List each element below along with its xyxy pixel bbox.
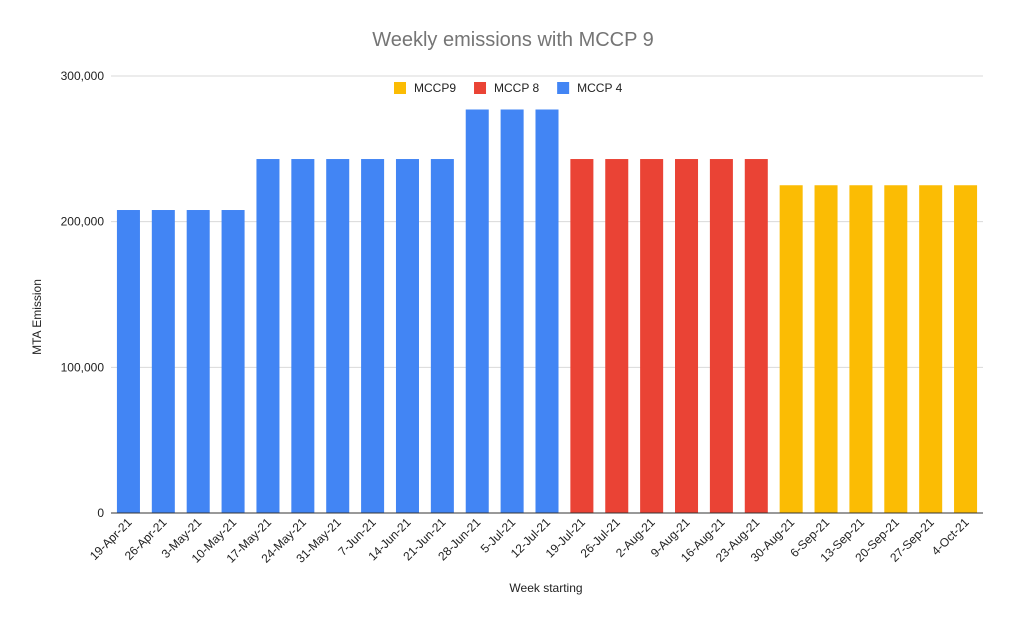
bar <box>814 185 838 513</box>
bar <box>395 159 419 513</box>
bar <box>500 109 524 514</box>
bar <box>744 159 768 513</box>
bar <box>884 185 908 513</box>
bar <box>640 159 664 513</box>
bar <box>570 159 594 513</box>
y-tick-label: 100,000 <box>61 360 105 374</box>
bar <box>709 159 733 513</box>
bar <box>919 185 943 513</box>
y-tick-label: 200,000 <box>61 215 105 229</box>
bar <box>221 210 245 513</box>
bar <box>605 159 629 513</box>
y-tick-label: 300,000 <box>61 69 105 83</box>
x-tick-label: 4-Oct-21 <box>929 515 972 558</box>
legend-label: MCCP 8 <box>494 81 539 95</box>
x-axis-ticks: 19-Apr-2126-Apr-213-May-2110-May-2117-Ma… <box>87 515 972 566</box>
bar <box>291 159 315 513</box>
bar <box>186 210 210 513</box>
legend-swatch <box>394 82 406 94</box>
y-axis-label: MTA Emission <box>30 279 44 355</box>
bar <box>779 185 803 513</box>
bar <box>430 159 454 513</box>
chart-title: Weekly emissions with MCCP 9 <box>372 29 654 51</box>
bar <box>954 185 978 513</box>
bar <box>675 159 699 513</box>
bar <box>116 210 140 513</box>
bar <box>256 159 280 513</box>
y-tick-label: 0 <box>97 506 104 520</box>
legend-swatch <box>474 82 487 94</box>
bars <box>116 109 978 514</box>
y-axis-ticks: 0 100,000 200,000 300,000 <box>61 69 105 520</box>
legend-swatch <box>557 82 570 94</box>
bar <box>326 159 350 513</box>
legend-label: MCCP9 <box>414 81 456 95</box>
bar <box>849 185 873 513</box>
x-axis-label: Week starting <box>509 581 582 595</box>
bar <box>151 210 175 513</box>
legend: MCCP9 MCCP 8 MCCP 4 <box>394 81 623 95</box>
bar <box>361 159 385 513</box>
bar <box>465 109 489 514</box>
legend-label: MCCP 4 <box>577 81 622 95</box>
bar <box>535 109 559 514</box>
